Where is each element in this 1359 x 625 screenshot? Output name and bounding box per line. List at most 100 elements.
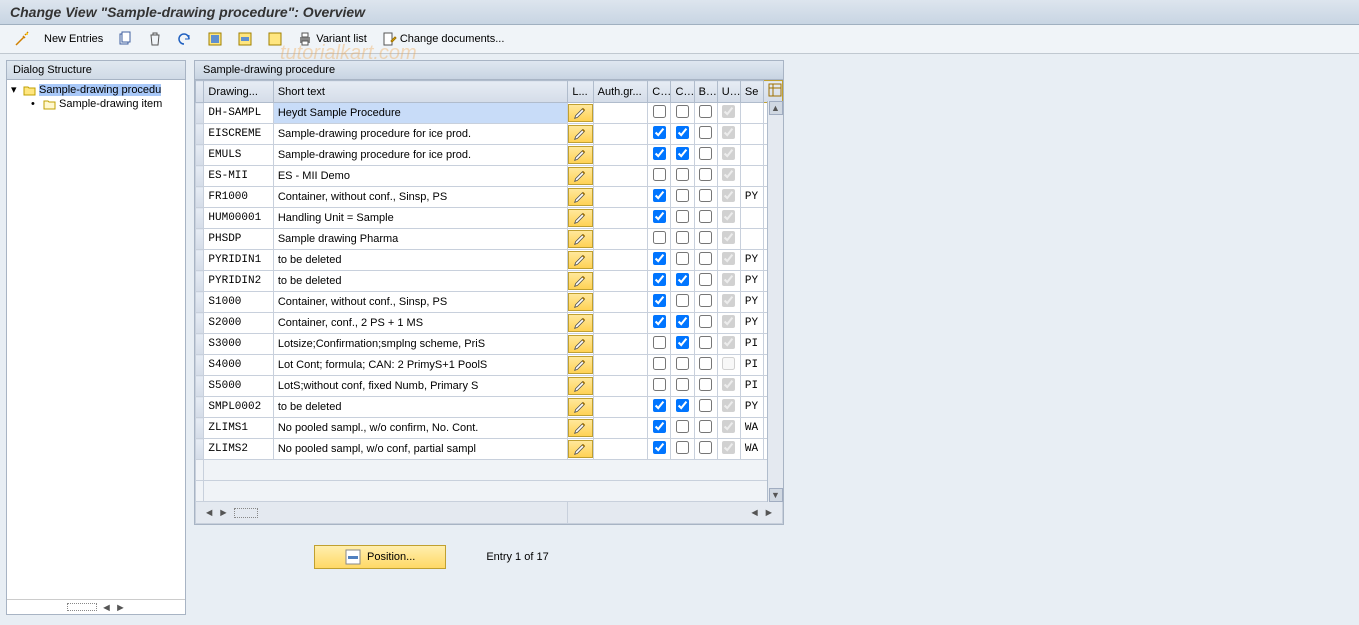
checkbox-c2[interactable] bbox=[676, 168, 689, 181]
edit-row-button[interactable] bbox=[568, 230, 592, 248]
checkbox-bl[interactable] bbox=[699, 147, 712, 160]
scroll-right-icon[interactable]: ► bbox=[115, 602, 125, 612]
cell-authgr[interactable] bbox=[593, 418, 648, 439]
table-row[interactable]: S5000LotS;without conf, fixed Numb, Prim… bbox=[196, 376, 783, 397]
cell-edit[interactable] bbox=[568, 145, 593, 166]
checkbox-c1[interactable] bbox=[653, 315, 666, 328]
edit-row-button[interactable] bbox=[568, 293, 592, 311]
row-selector[interactable] bbox=[196, 376, 204, 397]
cell-c2[interactable] bbox=[671, 229, 694, 250]
cell-se[interactable] bbox=[740, 103, 763, 124]
cell-c1[interactable] bbox=[648, 103, 671, 124]
cell-c1[interactable] bbox=[648, 271, 671, 292]
row-selector[interactable] bbox=[196, 313, 204, 334]
cell-short-text[interactable]: Lot Cont; formula; CAN: 2 PrimyS+1 PoolS bbox=[273, 355, 568, 376]
table-row[interactable]: ZLIMS2No pooled sampl, w/o conf, partial… bbox=[196, 439, 783, 460]
cell-bl[interactable] bbox=[694, 229, 717, 250]
edit-row-button[interactable] bbox=[568, 188, 592, 206]
cell-c2[interactable] bbox=[671, 313, 694, 334]
checkbox-c2[interactable] bbox=[676, 105, 689, 118]
cell-u[interactable] bbox=[717, 103, 740, 124]
cell-short-text[interactable]: Container, without conf., Sinsp, PS bbox=[273, 187, 568, 208]
row-selector[interactable] bbox=[196, 397, 204, 418]
edit-row-button[interactable] bbox=[568, 272, 592, 290]
cell-short-text[interactable]: to be deleted bbox=[273, 250, 568, 271]
cell-authgr[interactable] bbox=[593, 124, 648, 145]
cell-bl[interactable] bbox=[694, 376, 717, 397]
change-doc-button[interactable]: Change documents... bbox=[377, 29, 509, 49]
row-selector[interactable] bbox=[196, 292, 204, 313]
cell-authgr[interactable] bbox=[593, 229, 648, 250]
scroll-right-icon[interactable]: ► bbox=[220, 508, 230, 518]
edit-row-button[interactable] bbox=[568, 335, 592, 353]
cell-edit[interactable] bbox=[568, 376, 593, 397]
deselect-all-button[interactable] bbox=[263, 29, 287, 49]
edit-row-button[interactable] bbox=[568, 146, 592, 164]
scroll-down-icon[interactable]: ▼ bbox=[769, 488, 783, 502]
table-row[interactable]: DH-SAMPLHeydt Sample Procedure bbox=[196, 103, 783, 124]
cell-authgr[interactable] bbox=[593, 334, 648, 355]
cell-code[interactable]: HUM00001 bbox=[204, 208, 273, 229]
tree-drag-handle[interactable] bbox=[67, 603, 97, 611]
cell-bl[interactable] bbox=[694, 334, 717, 355]
cell-code[interactable]: PHSDP bbox=[204, 229, 273, 250]
checkbox-c1[interactable] bbox=[653, 399, 666, 412]
cell-u[interactable] bbox=[717, 187, 740, 208]
cell-edit[interactable] bbox=[568, 229, 593, 250]
checkbox-c1[interactable] bbox=[653, 189, 666, 202]
cell-edit[interactable] bbox=[568, 250, 593, 271]
cell-authgr[interactable] bbox=[593, 145, 648, 166]
row-selector[interactable] bbox=[196, 187, 204, 208]
cell-bl[interactable] bbox=[694, 418, 717, 439]
cell-c1[interactable] bbox=[648, 187, 671, 208]
checkbox-c2[interactable] bbox=[676, 315, 689, 328]
checkbox-c2[interactable] bbox=[676, 441, 689, 454]
checkbox-bl[interactable] bbox=[699, 399, 712, 412]
checkbox-bl[interactable] bbox=[699, 189, 712, 202]
row-selector[interactable] bbox=[196, 355, 204, 376]
cell-u[interactable] bbox=[717, 250, 740, 271]
cell-code[interactable]: EMULS bbox=[204, 145, 273, 166]
cell-code[interactable]: ES-MII bbox=[204, 166, 273, 187]
cell-code[interactable]: EISCREME bbox=[204, 124, 273, 145]
row-selector[interactable] bbox=[196, 418, 204, 439]
cell-c2[interactable] bbox=[671, 166, 694, 187]
col-c2[interactable]: C... bbox=[671, 81, 694, 103]
cell-bl[interactable] bbox=[694, 292, 717, 313]
cell-c2[interactable] bbox=[671, 397, 694, 418]
cell-authgr[interactable] bbox=[593, 292, 648, 313]
table-row[interactable]: PYRIDIN1to be deletedPY bbox=[196, 250, 783, 271]
checkbox-bl[interactable] bbox=[699, 273, 712, 286]
cell-bl[interactable] bbox=[694, 124, 717, 145]
cell-c2[interactable] bbox=[671, 208, 694, 229]
cell-c1[interactable] bbox=[648, 124, 671, 145]
cell-edit[interactable] bbox=[568, 208, 593, 229]
cell-u[interactable] bbox=[717, 313, 740, 334]
cell-code[interactable]: FR1000 bbox=[204, 187, 273, 208]
expand-icon[interactable]: ▾ bbox=[11, 83, 21, 96]
cell-code[interactable]: PYRIDIN1 bbox=[204, 250, 273, 271]
cell-edit[interactable] bbox=[568, 355, 593, 376]
cell-c1[interactable] bbox=[648, 208, 671, 229]
cell-short-text[interactable]: Heydt Sample Procedure bbox=[273, 103, 568, 124]
col-short-text[interactable]: Short text bbox=[273, 81, 568, 103]
checkbox-bl[interactable] bbox=[699, 168, 712, 181]
cell-edit[interactable] bbox=[568, 418, 593, 439]
cell-c2[interactable] bbox=[671, 103, 694, 124]
table-row[interactable]: FR1000Container, without conf., Sinsp, P… bbox=[196, 187, 783, 208]
hscroll-track[interactable] bbox=[234, 508, 258, 518]
cell-se[interactable] bbox=[740, 208, 763, 229]
edit-row-button[interactable] bbox=[568, 125, 592, 143]
checkbox-bl[interactable] bbox=[699, 210, 712, 223]
table-row[interactable]: SMPL0002to be deletedPY bbox=[196, 397, 783, 418]
cell-code[interactable]: ZLIMS2 bbox=[204, 439, 273, 460]
undo-button[interactable] bbox=[173, 29, 197, 49]
checkbox-c2[interactable] bbox=[676, 189, 689, 202]
variant-list-button[interactable]: Variant list bbox=[293, 29, 371, 49]
cell-c1[interactable] bbox=[648, 355, 671, 376]
checkbox-c1[interactable] bbox=[653, 294, 666, 307]
cell-c1[interactable] bbox=[648, 439, 671, 460]
cell-se[interactable]: PI bbox=[740, 334, 763, 355]
checkbox-c2[interactable] bbox=[676, 336, 689, 349]
cell-short-text[interactable]: Container, without conf., Sinsp, PS bbox=[273, 292, 568, 313]
